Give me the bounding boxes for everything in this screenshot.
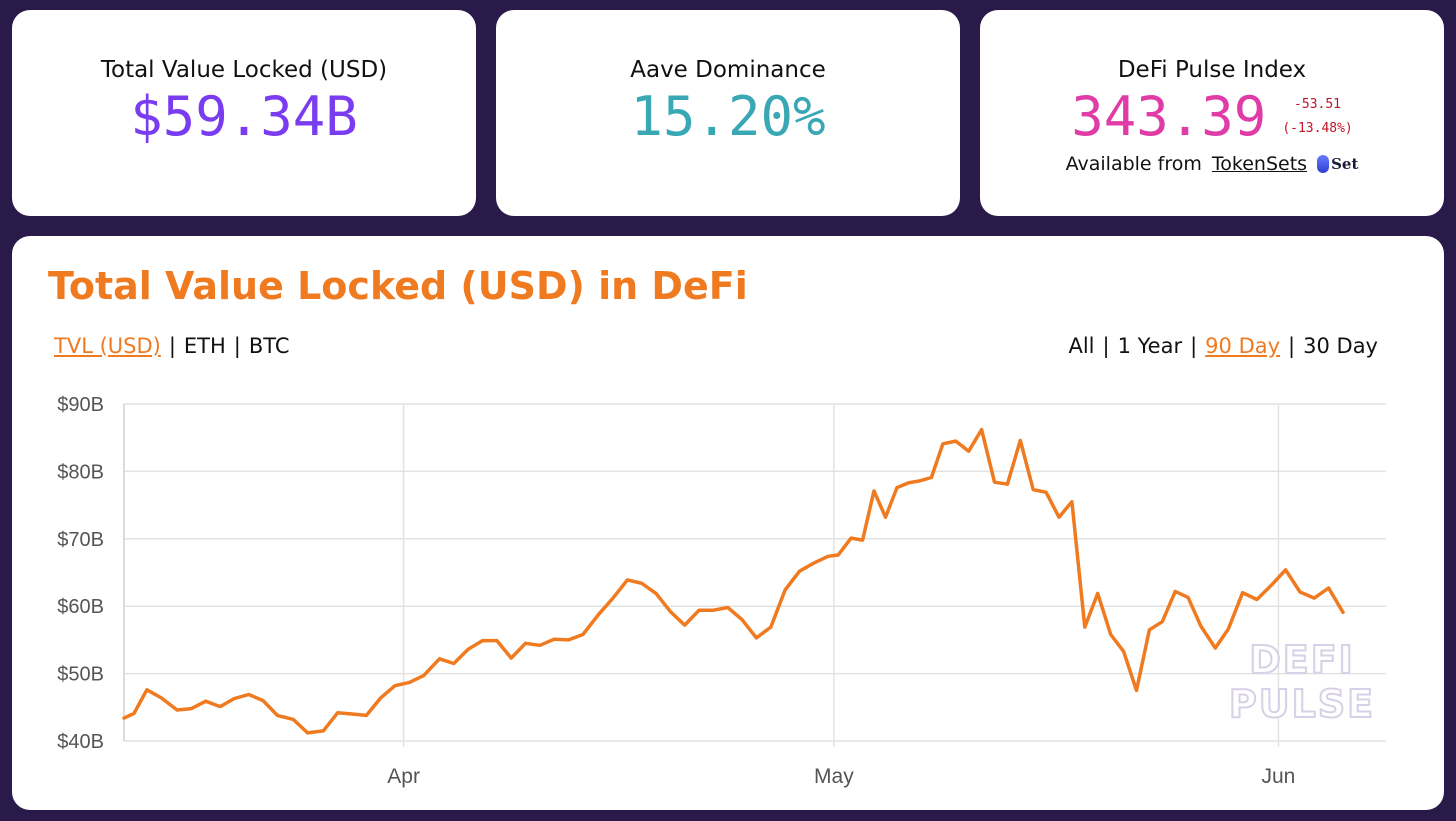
tab-separator: | [168, 334, 176, 358]
aave-dominance-label: Aave Dominance [630, 57, 826, 83]
range-toggle: All | 1 Year | 90 Day | 30 Day [1068, 334, 1378, 358]
tab-separator: | [233, 334, 241, 358]
x-tick-label: May [814, 765, 854, 788]
y-tick-label: $80B [57, 461, 104, 483]
tvl-label: Total Value Locked (USD) [100, 57, 388, 83]
chart-title: Total Value Locked (USD) in DeFi [48, 264, 748, 308]
set-logo-icon [1317, 155, 1330, 173]
tab-tvl-usd[interactable]: TVL (USD) [54, 334, 161, 358]
watermark-text: DEFI [1249, 638, 1355, 682]
set-logo-text: Set [1331, 155, 1359, 173]
aave-dominance-value: 15.20% [630, 85, 826, 148]
tokensets-link[interactable]: TokenSets [1211, 153, 1308, 175]
tab-btc[interactable]: BTC [248, 334, 290, 358]
tab-separator: | [1102, 334, 1110, 358]
available-text: Available from [1065, 153, 1202, 175]
dpi-change-pct: (-13.48%) [1282, 121, 1353, 136]
tab-eth[interactable]: ETH [183, 334, 226, 358]
watermark-text: PULSE [1229, 682, 1375, 726]
set-logo[interactable]: Set [1317, 155, 1358, 173]
y-tick-label: $40B [57, 731, 104, 753]
range-30-day[interactable]: 30 Day [1303, 334, 1378, 358]
range-90-day[interactable]: 90 Day [1205, 334, 1281, 358]
y-tick-label: $90B [57, 394, 104, 416]
dpi-value: 343.39 [1071, 85, 1267, 148]
tvl-series-line [122, 427, 1345, 735]
aave-dominance-card: Aave Dominance 15.20% [496, 10, 960, 216]
tvl-chart-card: $40B $50B $60B $70B $80B $90B Apr May Jun DEFI PUL… [12, 236, 1444, 810]
tvl-card: Total Value Locked (USD) $59.34B [12, 10, 476, 216]
y-tick-label: $50B [57, 664, 104, 686]
available-from: Available from TokenSets Set [980, 153, 1444, 175]
x-tick-label: Jun [1262, 765, 1296, 788]
tvl-value: $59.34B [130, 85, 358, 148]
y-tick-label: $60B [57, 596, 104, 618]
defi-pulse-index-card: DeFi Pulse Index 343.39 -53.51 (-13.48%)… [980, 10, 1444, 216]
range-1-year[interactable]: 1 Year [1117, 334, 1183, 358]
x-tick-label: Apr [387, 765, 420, 788]
range-all[interactable]: All [1068, 334, 1095, 358]
dpi-change-abs: -53.51 [1294, 97, 1342, 112]
dpi-change: -53.51 (-13.48%) [1282, 93, 1352, 141]
dpi-value-row: 343.39 -53.51 (-13.48%) [980, 85, 1444, 149]
y-tick-label: $70B [57, 529, 104, 551]
tab-separator: | [1288, 334, 1296, 358]
dpi-label: DeFi Pulse Index [1117, 57, 1307, 83]
metric-toggle: TVL (USD) | ETH | BTC [54, 334, 290, 358]
tvl-chart: $40B $50B $60B $70B $80B $90B Apr May Jun DEFIPUL… [57, 394, 1386, 788]
tab-separator: | [1190, 334, 1198, 358]
